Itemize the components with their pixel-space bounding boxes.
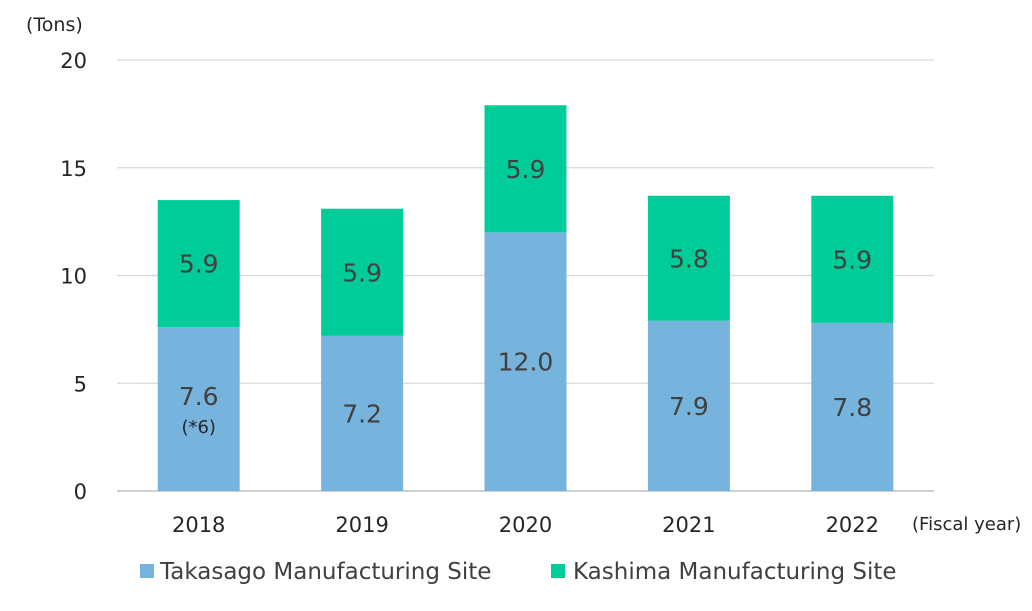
- y-tick-label: 10: [60, 265, 87, 289]
- x-tick-label: 2019: [335, 513, 388, 537]
- legend-label: Takasago Manufacturing Site: [159, 559, 491, 585]
- data-label: 12.0: [498, 348, 554, 377]
- bar-kashima: [647, 195, 730, 321]
- data-label: 5.9: [179, 250, 219, 279]
- data-label: 5.8: [669, 244, 709, 273]
- bar-kashima: [157, 200, 240, 328]
- axes: (Tons) (Fiscal year) 0 5 10 15 20 2018 2019 202…: [26, 14, 1021, 537]
- data-labels: 7.6 (*6) 5.9 7.2 5.9 12.0 5.9 7.9 5.8 7.8 5.9: [179, 155, 872, 438]
- x-axis-unit-label: (Fiscal year): [912, 514, 1021, 535]
- data-label: 7.9: [669, 392, 709, 421]
- bar-kashima: [811, 195, 894, 323]
- y-tick-label: 0: [74, 480, 87, 504]
- bar-takasago: [484, 232, 567, 491]
- data-label-note: (*6): [181, 417, 216, 438]
- x-tick-label: 2021: [662, 513, 715, 537]
- data-label: 5.9: [832, 245, 872, 274]
- data-label: 7.6: [179, 382, 219, 411]
- bar-kashima: [484, 105, 567, 233]
- x-tick-label: 2022: [826, 513, 879, 537]
- y-tick-label: 5: [74, 372, 87, 396]
- y-tick-label: 20: [60, 49, 87, 73]
- bars: [157, 105, 894, 491]
- legend-swatch: [140, 564, 154, 578]
- legend-swatch: [551, 564, 565, 578]
- bar-takasago: [157, 327, 240, 491]
- legend-label: Kashima Manufacturing Site: [573, 559, 897, 585]
- x-tick-label: 2018: [172, 513, 225, 537]
- bar-takasago: [811, 322, 894, 491]
- bar-takasago: [321, 335, 404, 491]
- x-tick-label: 2020: [499, 513, 552, 537]
- y-axis-unit-label: (Tons): [26, 14, 83, 36]
- data-label: 5.9: [342, 258, 382, 287]
- legend: Takasago Manufacturing Site Kashima Manuf…: [140, 559, 897, 585]
- data-label: 5.9: [506, 155, 546, 184]
- bar-kashima: [321, 208, 404, 336]
- data-label: 7.2: [342, 399, 382, 428]
- bar-takasago: [647, 320, 730, 491]
- data-label: 7.8: [832, 393, 872, 422]
- y-tick-label: 15: [60, 157, 87, 181]
